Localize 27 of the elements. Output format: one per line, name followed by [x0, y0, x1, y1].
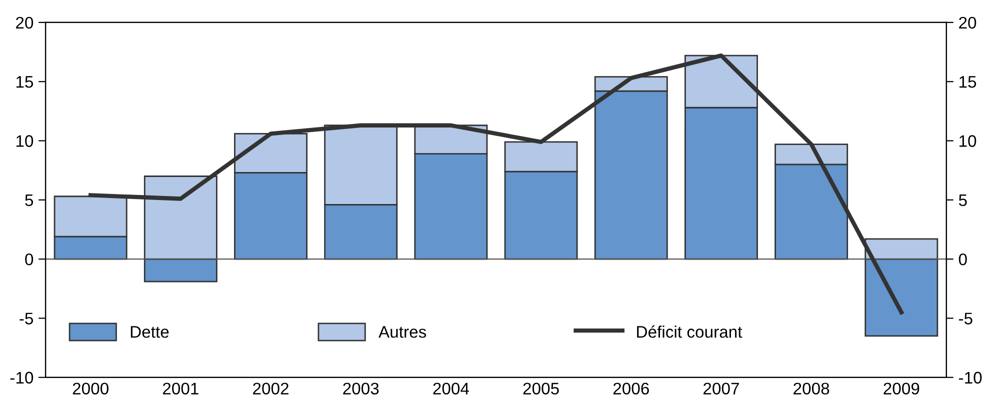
x-tick-label: 2003: [343, 382, 379, 395]
x-tick-label: 2006: [613, 382, 649, 395]
x-tick-label: 2005: [523, 382, 559, 395]
y-tick-label: 5: [25, 194, 34, 206]
y2-tick-label: -5: [958, 312, 972, 324]
y2-tick-label: 20: [959, 16, 976, 29]
x-tick-label: 2009: [884, 382, 920, 395]
x-tick-label: 2000: [72, 382, 108, 395]
y2-tick-label: 0: [958, 253, 967, 266]
x-tick-label: 2002: [253, 382, 288, 395]
y-tick-label: -10: [10, 372, 34, 384]
y2-tick-label: 5: [958, 194, 967, 206]
y2-tick-label: 10: [960, 135, 976, 147]
x-tick-label: 2004: [433, 382, 469, 395]
y2-tick-label: -10: [958, 372, 982, 384]
y-tick-label: 20: [16, 16, 34, 29]
y-tick-label: 0: [25, 253, 34, 266]
x-tick-label: 2008: [794, 382, 830, 395]
legend-label: Autres: [378, 326, 426, 338]
y-tick-label: 10: [16, 135, 34, 147]
x-tick-label: 2001: [162, 382, 198, 395]
legend-label: Dette: [130, 326, 169, 338]
y2-tick-label: 15: [960, 76, 976, 88]
x-tick-label: 2007: [704, 382, 739, 395]
legend-label: Déficit courant: [637, 325, 742, 338]
y-tick-label: 15: [16, 76, 34, 88]
y-tick-label: -5: [20, 312, 34, 324]
